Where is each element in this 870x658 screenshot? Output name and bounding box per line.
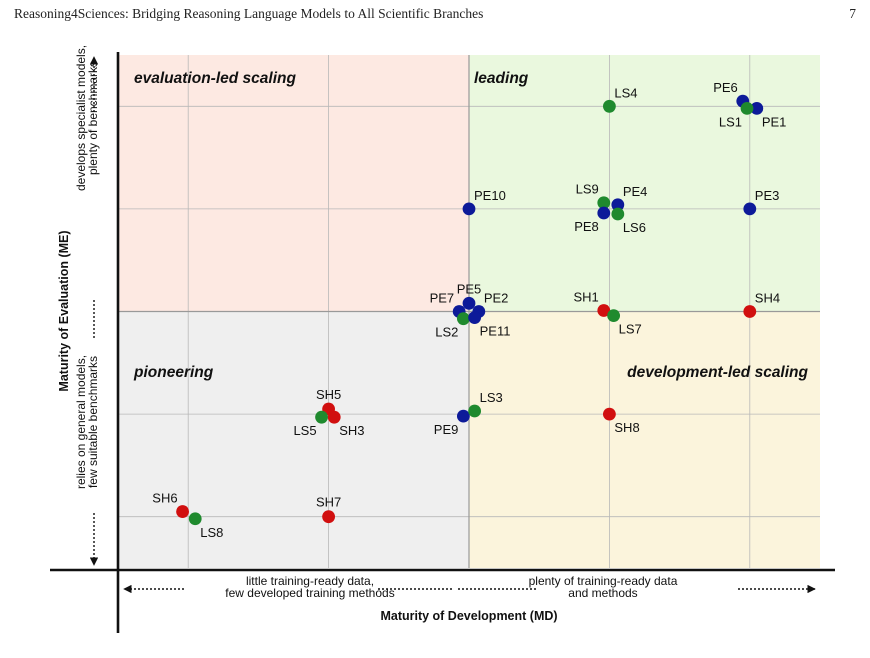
point-label-ls7: LS7 xyxy=(619,322,642,337)
point-label-sh6: SH6 xyxy=(152,491,177,506)
quadrant-development-led xyxy=(469,311,820,568)
point-sh4 xyxy=(743,305,757,318)
point-label-sh1: SH1 xyxy=(573,289,598,304)
point-ls7 xyxy=(607,309,621,323)
quadrant-label-pioneering: pioneering xyxy=(133,364,214,381)
point-label-sh5: SH5 xyxy=(316,387,341,402)
point-pe9 xyxy=(456,409,470,423)
point-label-pe10: PE10 xyxy=(474,188,506,203)
quadrant-label-evaluation-led: evaluation-led scaling xyxy=(134,70,296,87)
point-label-pe9: PE9 xyxy=(434,422,459,437)
page-number: 7 xyxy=(849,6,856,21)
y-axis-title: Maturity of Evaluation (ME) xyxy=(57,230,71,391)
x-annotation-low: little training-ready data, few developed… xyxy=(225,574,394,600)
point-sh6 xyxy=(176,505,189,518)
y-annotation-high: develops specialist models,plenty of ben… xyxy=(74,45,100,191)
point-label-pe2: PE2 xyxy=(484,291,509,306)
point-label-sh4: SH4 xyxy=(755,291,780,306)
point-label-pe7: PE7 xyxy=(430,291,455,306)
point-label-sh7: SH7 xyxy=(316,495,341,510)
point-label-pe8: PE8 xyxy=(574,219,599,234)
point-pe11 xyxy=(468,311,482,325)
point-label-pe5: PE5 xyxy=(457,281,482,296)
point-ls3 xyxy=(468,404,482,418)
quadrant-evaluation-led xyxy=(118,55,469,312)
point-ls4 xyxy=(603,99,616,113)
point-ls6 xyxy=(611,207,625,221)
point-label-ls5: LS5 xyxy=(293,423,316,438)
point-label-pe1: PE1 xyxy=(762,114,787,129)
point-label-pe3: PE3 xyxy=(755,188,780,203)
point-ls2 xyxy=(456,312,470,326)
point-ls5 xyxy=(315,410,328,424)
point-ls9 xyxy=(597,196,611,210)
point-sh7 xyxy=(322,510,335,524)
point-label-sh3: SH3 xyxy=(339,423,364,438)
paper-title: Reasoning4Sciences: Bridging Reasoning L… xyxy=(14,6,484,21)
point-ls1 xyxy=(740,101,754,115)
point-label-ls6: LS6 xyxy=(623,220,646,235)
point-label-ls1: LS1 xyxy=(719,114,742,129)
point-label-ls8: LS8 xyxy=(200,525,223,540)
x-annotation-high: plenty of training-ready data and methods xyxy=(529,574,678,600)
quadrant-pioneering xyxy=(118,311,469,568)
point-label-ls9: LS9 xyxy=(576,182,599,197)
quadrant-leading xyxy=(469,55,820,312)
point-sh3 xyxy=(327,410,341,424)
point-pe4 xyxy=(611,198,625,212)
point-pe1 xyxy=(750,101,764,115)
quadrant-label-development-led: development-led scaling xyxy=(627,364,808,381)
point-pe3 xyxy=(743,202,757,216)
point-label-sh8: SH8 xyxy=(614,420,639,435)
x-axis-title: Maturity of Development (MD) xyxy=(380,609,557,623)
point-label-pe4: PE4 xyxy=(623,184,648,199)
running-head: Reasoning4Sciences: Bridging Reasoning L… xyxy=(14,6,856,22)
point-label-ls3: LS3 xyxy=(480,390,503,405)
point-label-pe11: PE11 xyxy=(480,324,511,339)
point-label-ls4: LS4 xyxy=(614,85,637,100)
point-pe10 xyxy=(462,202,476,216)
point-ls8 xyxy=(188,512,202,526)
point-label-ls2: LS2 xyxy=(435,325,458,340)
point-label-pe6: PE6 xyxy=(713,80,738,95)
point-pe5 xyxy=(462,296,476,310)
point-sh8 xyxy=(603,407,616,421)
point-pe8 xyxy=(597,206,611,220)
quadrant-label-leading: leading xyxy=(474,70,529,87)
point-sh1 xyxy=(597,304,611,317)
y-annotation-low: relies on general models,few suitable be… xyxy=(74,355,100,489)
